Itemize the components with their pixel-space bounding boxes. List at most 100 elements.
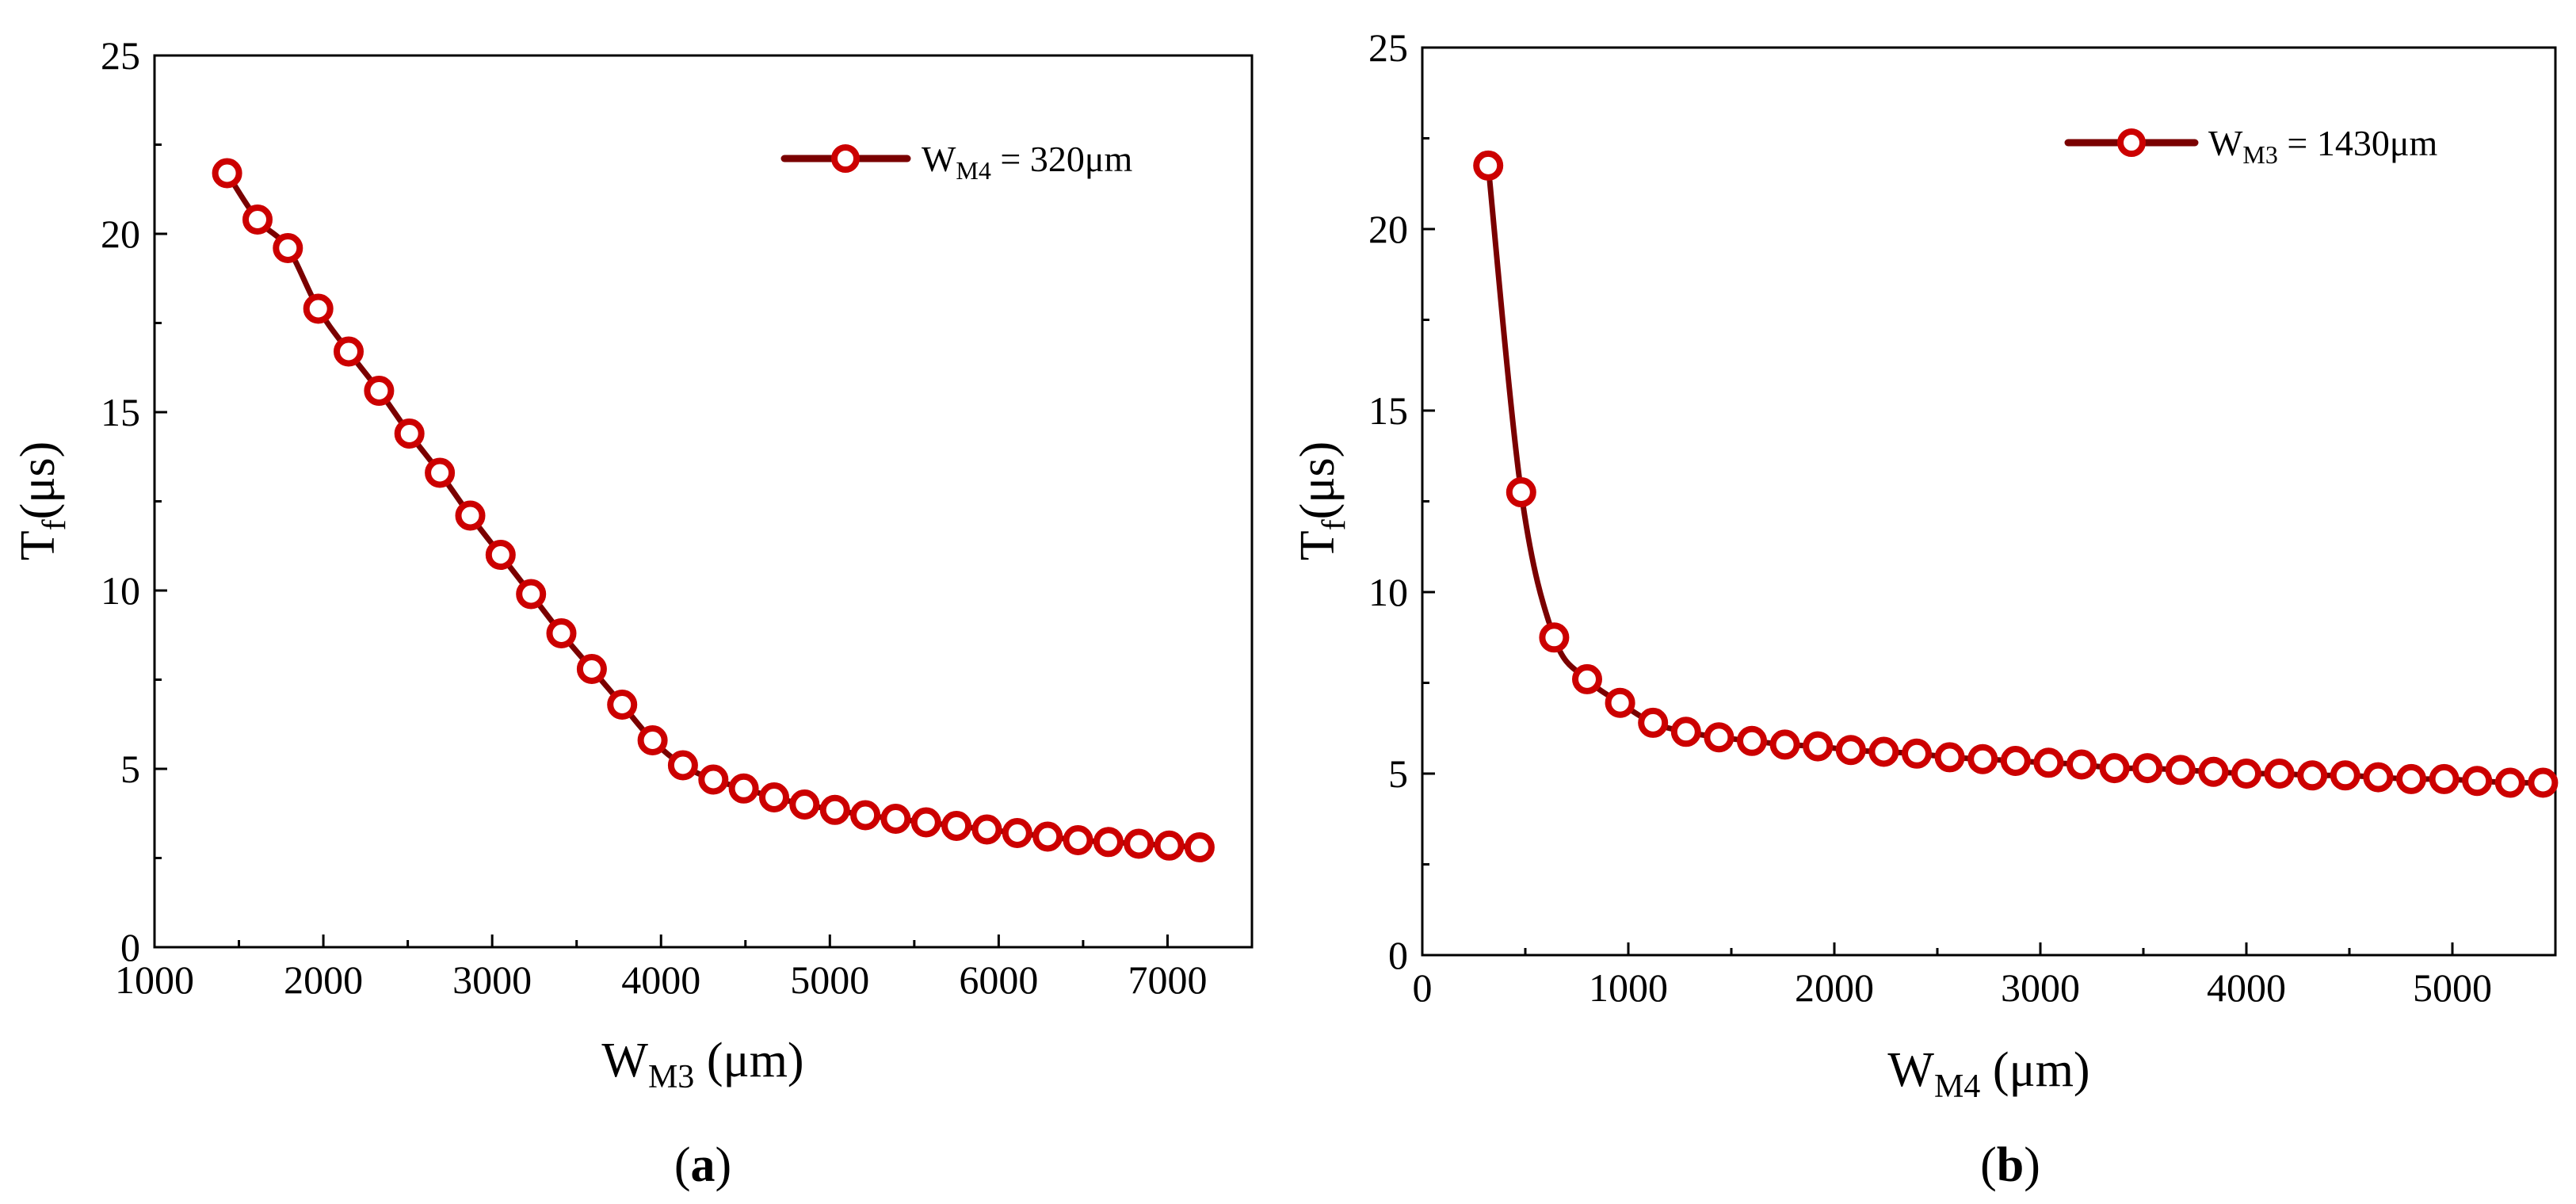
x-tick-label-a-5000: 5000 — [790, 957, 869, 1002]
data-point-b-5 — [1638, 707, 1669, 738]
series-line-b — [1485, 162, 2546, 786]
data-point-a-32 — [1184, 832, 1215, 862]
data-point-a-27 — [1032, 821, 1063, 852]
data-point-b-31 — [2494, 767, 2525, 798]
data-point-a-19 — [789, 789, 820, 820]
data-point-b-18 — [2067, 749, 2097, 780]
data-point-b-30 — [2462, 766, 2493, 797]
panel-letter-a: a — [691, 1138, 716, 1192]
data-point-a-13 — [607, 690, 638, 720]
data-point-b-23 — [2231, 759, 2261, 789]
legend-main-a: W — [922, 139, 956, 179]
y-tick-labels-a: 0 5 10 15 20 25 — [101, 33, 140, 969]
y-label-sub-a: f — [36, 519, 73, 530]
series-line-group-b — [1485, 162, 2546, 786]
data-point-b-24 — [2264, 759, 2295, 789]
data-point-a-21 — [850, 800, 881, 831]
legend-sub-b: M3 — [2242, 140, 2277, 169]
plot-frame-a — [153, 54, 1254, 949]
data-point-b-10 — [1803, 731, 1834, 762]
x-label-rest-b: (μm) — [1980, 1043, 2089, 1097]
data-point-b-22 — [2198, 756, 2229, 787]
x-axis-label-a: WM3 (μm) — [601, 1034, 803, 1095]
data-point-b-12 — [1868, 736, 1899, 767]
x-label-sub-a: M3 — [648, 1059, 694, 1095]
data-point-b-13 — [1902, 738, 1932, 769]
data-point-a-5 — [364, 376, 395, 406]
y-label-sub-b: f — [1316, 519, 1353, 530]
panel-label-a: (a) — [674, 1138, 731, 1192]
data-point-b-6 — [1670, 717, 1701, 747]
y-tick-label-b-25: 25 — [1368, 25, 1408, 70]
plot-frame-b — [1421, 46, 2557, 957]
y-axis-label-b: Tf(μs) — [1291, 441, 1353, 561]
x-tick-label-b-1000: 1000 — [1589, 965, 1668, 1010]
x-tick-label-b-0: 0 — [1413, 965, 1433, 1010]
series-line-group-a — [224, 170, 1203, 850]
data-point-a-22 — [880, 804, 911, 834]
x-tick-label-a-3000: 3000 — [452, 957, 532, 1002]
data-point-a-17 — [728, 773, 759, 804]
y-axis-label-a: Tf(μs) — [11, 441, 73, 561]
y-tick-label-b-20: 20 — [1368, 207, 1408, 251]
x-tick-marks-b — [1421, 942, 2454, 955]
x-tick-label-a-6000: 6000 — [959, 957, 1038, 1002]
data-point-a-23 — [910, 807, 941, 838]
legend-text-a: WM4 = 320μm — [922, 139, 1132, 185]
data-point-b-1 — [1506, 477, 1536, 507]
data-point-a-7 — [425, 457, 456, 488]
data-point-b-16 — [2000, 746, 2031, 776]
y-label-rest-b: (μs) — [1291, 441, 1345, 520]
data-point-b-4 — [1605, 687, 1635, 718]
data-point-b-27 — [2363, 762, 2394, 793]
data-point-a-14 — [637, 725, 668, 755]
data-point-b-14 — [1934, 742, 1965, 773]
y-tick-label-b-15: 15 — [1368, 388, 1408, 433]
legend-rest-a: = 320μm — [991, 139, 1133, 179]
data-point-a-28 — [1063, 825, 1093, 855]
data-point-b-0 — [1473, 150, 1504, 181]
legend-main-b: W — [2208, 123, 2243, 163]
y-tick-label-a-0: 0 — [120, 925, 140, 969]
data-point-b-2 — [1539, 622, 1570, 653]
x-tick-label-a-1000: 1000 — [115, 957, 194, 1002]
data-point-a-24 — [941, 811, 972, 841]
legend-rest-b: = 1430μm — [2278, 123, 2438, 163]
legend-text-b: WM3 = 1430μm — [2208, 123, 2437, 169]
y-tick-label-a-10: 10 — [101, 568, 140, 613]
x-label-main-b: W — [1887, 1043, 1934, 1097]
x-axis-label-b: WM4 (μm) — [1887, 1043, 2089, 1105]
data-point-b-21 — [2165, 755, 2196, 785]
data-point-a-0 — [212, 158, 242, 189]
y-tick-labels-b: 0 5 10 15 20 25 — [1368, 25, 1408, 977]
data-point-b-26 — [2330, 760, 2360, 791]
x-tick-label-a-7000: 7000 — [1128, 957, 1207, 1002]
legend-b: WM3 = 1430μm — [2064, 123, 2437, 169]
x-tick-labels-b: 0 1000 2000 3000 4000 5000 — [1413, 965, 2493, 1010]
data-point-b-15 — [1967, 743, 1998, 774]
data-point-a-9 — [485, 540, 516, 570]
y-tick-label-b-10: 10 — [1368, 570, 1408, 614]
x-tick-marks-a — [153, 935, 1169, 947]
x-tick-label-b-4000: 4000 — [2207, 965, 2286, 1010]
x-tick-label-a-2000: 2000 — [284, 957, 363, 1002]
x-label-main-a: W — [601, 1034, 648, 1087]
panel-label-b: (b) — [1980, 1138, 2040, 1192]
x-tick-labels-a: 1000 2000 3000 4000 5000 6000 7000 — [115, 957, 1207, 1002]
data-point-b-19 — [2099, 753, 2130, 784]
legend-marker-a — [831, 144, 860, 173]
data-point-b-20 — [2132, 753, 2163, 784]
data-point-a-18 — [759, 782, 789, 812]
data-point-b-7 — [1704, 722, 1735, 753]
y-label-rest-a: (μs) — [11, 441, 65, 520]
legend-a: WM4 = 320μm — [780, 139, 1132, 185]
y-tick-label-a-25: 25 — [101, 33, 140, 78]
series-line-a — [224, 170, 1203, 850]
data-point-a-30 — [1124, 828, 1154, 859]
x-tick-label-b-3000: 3000 — [2001, 965, 2080, 1010]
data-point-b-29 — [2429, 763, 2460, 794]
x-tick-label-b-2000: 2000 — [1795, 965, 1874, 1010]
data-point-a-1 — [242, 204, 273, 235]
